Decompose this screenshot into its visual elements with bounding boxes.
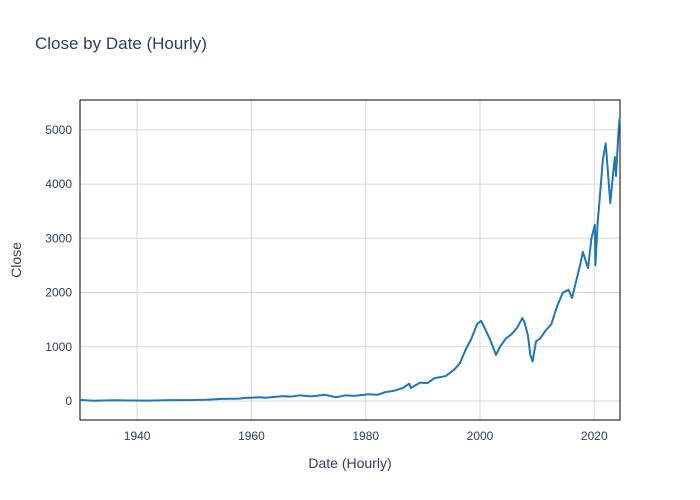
y-tick-label: 3000 bbox=[45, 231, 72, 245]
x-tick-label: 2020 bbox=[581, 429, 608, 443]
x-axis-title: Date (Hourly) bbox=[308, 455, 391, 471]
chart-title: Close by Date (Hourly) bbox=[35, 34, 207, 53]
x-tick-labels: 1940 1960 1980 2000 2020 bbox=[124, 429, 608, 443]
y-tick-label: 0 bbox=[65, 394, 72, 408]
x-tick-label: 1960 bbox=[238, 429, 265, 443]
y-tick-label: 5000 bbox=[45, 123, 72, 137]
close-series-line bbox=[79, 118, 621, 402]
y-axis-title: Close bbox=[8, 242, 24, 278]
y-tick-labels: 0 1000 2000 3000 4000 5000 bbox=[45, 123, 72, 408]
grid-lines bbox=[80, 100, 620, 420]
y-tick-label: 1000 bbox=[45, 340, 72, 354]
x-tick-label: 2000 bbox=[467, 429, 494, 443]
y-tick-label: 4000 bbox=[45, 177, 72, 191]
x-tick-label: 1980 bbox=[352, 429, 379, 443]
x-tick-label: 1940 bbox=[124, 429, 151, 443]
y-tick-label: 2000 bbox=[45, 286, 72, 300]
plot-frame bbox=[79, 99, 621, 421]
